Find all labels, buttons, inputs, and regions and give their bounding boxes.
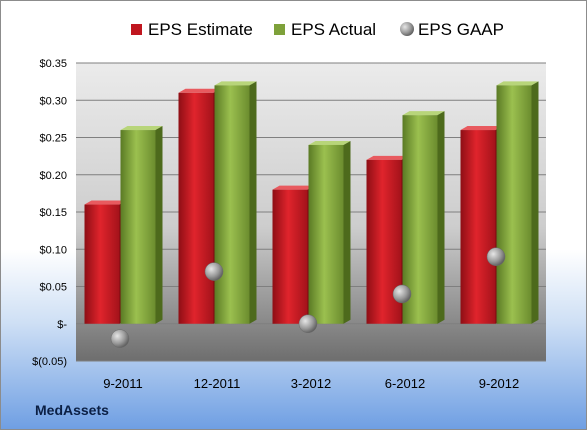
x-tick-label: 3-2012 [291, 376, 331, 391]
bar-eps-estimate [272, 185, 315, 324]
point-eps-gaap [486, 247, 506, 266]
legend-swatch-eps-actual [274, 24, 285, 35]
y-tick-label: $0.30 [39, 95, 67, 107]
bar-eps-estimate-face [178, 92, 214, 324]
bar-eps-actual-top [402, 111, 445, 116]
y-tick-label: $0.05 [39, 282, 67, 294]
point-eps-gaap [298, 314, 318, 333]
company-label: MedAssets [35, 402, 109, 418]
x-tick-label: 9-2011 [103, 376, 143, 391]
y-tick-label: $0.35 [39, 58, 67, 70]
bar-eps-actual-top [496, 81, 539, 86]
legend-label-eps-actual: EPS Actual [291, 20, 376, 39]
y-tick-label: $(0.05) [32, 356, 67, 368]
x-tick-label: 9-2012 [479, 376, 519, 391]
legend: EPS Estimate EPS Actual EPS GAAP [131, 20, 504, 39]
bar-eps-estimate-face [272, 189, 308, 324]
bar-eps-estimate-top [366, 155, 409, 160]
bar-eps-actual-top [214, 81, 257, 86]
bar-eps-actual-side [249, 81, 257, 324]
y-tick-label: $- [57, 319, 67, 331]
y-tick-label: $0.20 [39, 170, 67, 182]
bar-eps-actual-face [308, 144, 344, 324]
legend-swatch-eps-gaap [400, 22, 414, 36]
bar-eps-actual [214, 81, 257, 324]
legend-label-eps-gaap: EPS GAAP [418, 20, 504, 39]
point-eps-gaap [110, 329, 130, 348]
bar-eps-actual-face [214, 85, 250, 324]
legend-label-eps-estimate: EPS Estimate [148, 20, 253, 39]
bar-eps-estimate [84, 200, 127, 324]
bar-eps-estimate [178, 88, 221, 324]
bar-eps-estimate-top [272, 185, 315, 190]
y-tick-label: $0.10 [39, 244, 67, 256]
y-tick-label: $0.25 [39, 133, 67, 145]
bar-eps-estimate-top [178, 88, 221, 93]
bar-eps-actual-side [437, 111, 445, 324]
bar-eps-estimate [460, 126, 503, 324]
bar-eps-estimate-face [84, 204, 120, 324]
legend-swatch-eps-estimate [131, 24, 142, 35]
point-eps-gaap [392, 284, 412, 304]
x-tick-label: 12-2011 [194, 376, 241, 391]
bar-eps-actual [496, 81, 539, 324]
x-tick-label: 6-2012 [385, 376, 425, 391]
bar-eps-actual-top [308, 140, 351, 145]
bar-eps-actual-top [120, 126, 163, 131]
y-tick-label: $0.15 [39, 207, 67, 219]
bar-eps-estimate-face [460, 130, 496, 324]
bar-eps-actual-side [155, 126, 163, 324]
plot-area: $(0.05) $- $0.05 $0.10 $0.15 $0.20 $0.25 $0.30 $… [32, 58, 546, 391]
bar-eps-actual [308, 140, 351, 324]
bar-eps-actual-face [496, 85, 532, 324]
bar-eps-estimate-top [84, 200, 127, 205]
point-eps-gaap [204, 262, 224, 281]
bar-eps-actual-side [531, 81, 539, 324]
bar-eps-actual-side [343, 140, 351, 324]
bar-eps-estimate-top [460, 126, 503, 131]
bar-eps-actual [120, 126, 163, 324]
bar-eps-actual-face [120, 130, 156, 324]
